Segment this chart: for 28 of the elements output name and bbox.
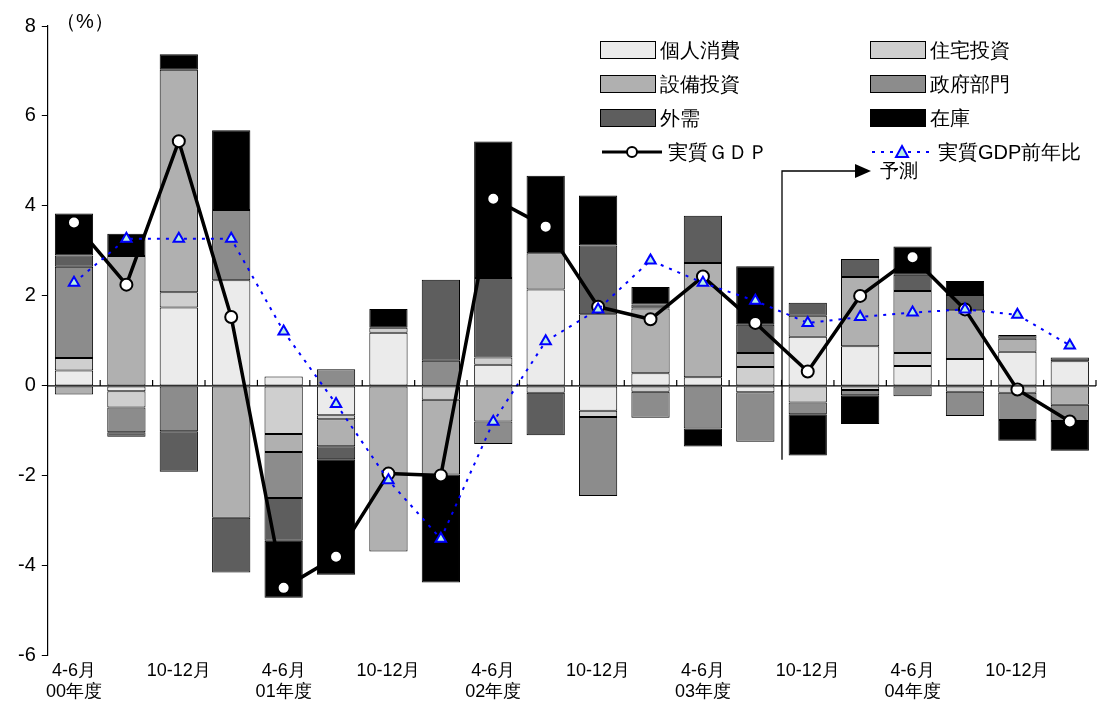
- y-tick-label: -2: [17, 463, 36, 486]
- y-tick-label: 0: [24, 373, 36, 396]
- legend-label: 実質GDP前年比: [938, 139, 1082, 165]
- legend-label: 外需: [660, 105, 700, 131]
- x-tick-label: 4-6月 02年度: [465, 659, 522, 702]
- legend-label: 個人消費: [660, 37, 740, 63]
- y-tick-label: 8: [24, 13, 36, 36]
- x-tick-label: 10-12月: [775, 659, 840, 680]
- y-tick-label: 6: [24, 103, 36, 126]
- y-tick-label: -4: [17, 553, 36, 576]
- x-tick-label: 4-6月 00年度: [45, 659, 102, 702]
- annotation: 予測: [879, 159, 918, 184]
- x-tick-label: 10-12月: [146, 659, 211, 680]
- y-tick-label: -6: [17, 643, 36, 666]
- y-tick-label: 2: [24, 283, 36, 306]
- y-tick-label: 4: [24, 193, 36, 216]
- x-tick-label: 4-6月 04年度: [884, 659, 941, 702]
- legend-label: 設備投資: [660, 71, 740, 97]
- legend-label: 住宅投資: [930, 37, 1010, 63]
- legend-label: 実質ＧＤＰ: [668, 139, 768, 165]
- x-tick-label: 4-6月 03年度: [674, 659, 731, 702]
- legend-label: 政府部門: [930, 71, 1010, 97]
- legend-label: 在庫: [930, 105, 970, 131]
- y-axis-title: （%）: [56, 9, 114, 34]
- x-tick-label: 10-12月: [566, 659, 631, 680]
- x-tick-label: 4-6月 01年度: [255, 659, 312, 702]
- x-tick-label: 10-12月: [356, 659, 421, 680]
- x-tick-label: 10-12月: [985, 659, 1050, 680]
